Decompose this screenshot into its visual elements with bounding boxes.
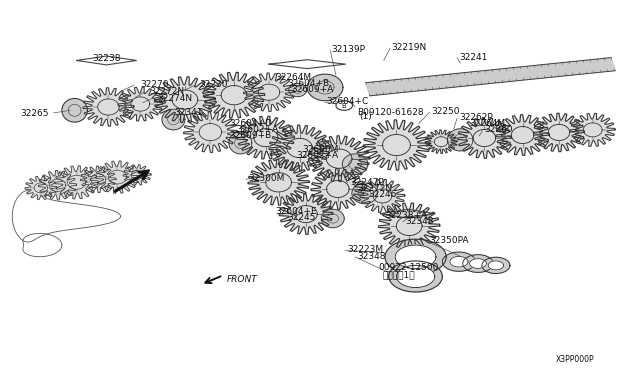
Polygon shape	[389, 261, 442, 292]
Text: FRONT: FRONT	[227, 275, 257, 283]
Text: 32262P: 32262P	[459, 113, 493, 122]
Polygon shape	[25, 176, 57, 200]
Polygon shape	[38, 170, 77, 200]
Polygon shape	[81, 166, 116, 193]
Polygon shape	[463, 255, 493, 272]
Polygon shape	[360, 179, 404, 212]
Polygon shape	[154, 77, 216, 122]
Text: 32223M: 32223M	[348, 245, 383, 254]
Polygon shape	[458, 118, 511, 158]
Polygon shape	[450, 256, 468, 267]
Text: 32264M: 32264M	[470, 119, 506, 128]
Polygon shape	[308, 136, 370, 182]
Text: 32600M: 32600M	[302, 145, 339, 154]
Polygon shape	[570, 113, 615, 147]
Polygon shape	[342, 154, 368, 174]
Polygon shape	[496, 115, 549, 155]
Text: 32350PA: 32350PA	[429, 236, 469, 245]
Text: 32609+B: 32609+B	[230, 131, 272, 140]
Text: 32246: 32246	[368, 190, 396, 199]
Text: 32238+A: 32238+A	[385, 211, 427, 220]
Text: 32604+C: 32604+C	[326, 97, 369, 106]
Text: 32604+B: 32604+B	[287, 79, 329, 88]
Polygon shape	[397, 265, 435, 288]
Text: 32264M: 32264M	[275, 73, 312, 81]
Text: 32341: 32341	[175, 108, 204, 117]
Polygon shape	[229, 132, 252, 154]
Text: 32219N: 32219N	[392, 43, 427, 52]
Polygon shape	[425, 130, 457, 154]
Polygon shape	[352, 183, 378, 204]
Text: 32245: 32245	[287, 213, 316, 222]
Text: 32604+E: 32604+E	[275, 206, 317, 216]
Polygon shape	[55, 166, 99, 199]
Polygon shape	[307, 74, 343, 101]
Polygon shape	[442, 252, 476, 271]
Polygon shape	[470, 259, 486, 269]
Text: B: B	[342, 103, 347, 109]
Polygon shape	[279, 194, 333, 234]
Text: 32270: 32270	[140, 80, 169, 89]
Polygon shape	[396, 245, 436, 269]
Text: リング（1）: リング（1）	[383, 270, 415, 279]
Polygon shape	[184, 112, 237, 153]
Text: 32230: 32230	[199, 80, 227, 89]
Polygon shape	[269, 125, 330, 171]
Polygon shape	[447, 129, 473, 151]
Polygon shape	[289, 83, 307, 97]
Text: 32139P: 32139P	[332, 45, 365, 54]
Polygon shape	[118, 87, 163, 121]
Polygon shape	[123, 165, 151, 185]
Polygon shape	[162, 109, 185, 130]
Polygon shape	[488, 261, 504, 270]
Polygon shape	[96, 161, 139, 193]
Polygon shape	[366, 58, 615, 96]
Polygon shape	[321, 209, 344, 228]
Polygon shape	[482, 257, 510, 273]
Polygon shape	[62, 99, 88, 122]
Text: 32265: 32265	[20, 109, 49, 118]
Text: 32602+A: 32602+A	[296, 151, 338, 160]
Polygon shape	[311, 169, 365, 209]
Text: 32274N: 32274N	[157, 94, 193, 103]
Polygon shape	[534, 113, 584, 152]
Text: 32300M: 32300M	[248, 174, 284, 183]
Text: 32238: 32238	[92, 54, 121, 63]
Text: X3PP000P: X3PP000P	[556, 355, 594, 364]
Text: 32609+A: 32609+A	[291, 85, 333, 94]
Polygon shape	[379, 203, 440, 249]
Text: 32602+A: 32602+A	[236, 125, 278, 134]
Text: (1): (1)	[360, 112, 372, 121]
Text: 00922-12500: 00922-12500	[379, 263, 439, 272]
Polygon shape	[237, 116, 294, 159]
Polygon shape	[248, 160, 309, 205]
Text: 32250: 32250	[431, 107, 460, 116]
Text: 32348: 32348	[357, 251, 385, 261]
Polygon shape	[204, 72, 264, 118]
Polygon shape	[385, 239, 446, 275]
Text: 32348: 32348	[405, 217, 434, 225]
Text: 32604+D: 32604+D	[230, 119, 273, 128]
Text: 32241: 32241	[459, 53, 487, 62]
Polygon shape	[244, 73, 294, 112]
Text: 32272N: 32272N	[357, 184, 392, 193]
Text: 32247P: 32247P	[350, 178, 384, 187]
Text: 32260: 32260	[484, 125, 513, 134]
Text: 32272N: 32272N	[149, 87, 184, 96]
Polygon shape	[364, 120, 429, 170]
Polygon shape	[83, 88, 134, 126]
Text: B09120-61628: B09120-61628	[357, 108, 424, 117]
